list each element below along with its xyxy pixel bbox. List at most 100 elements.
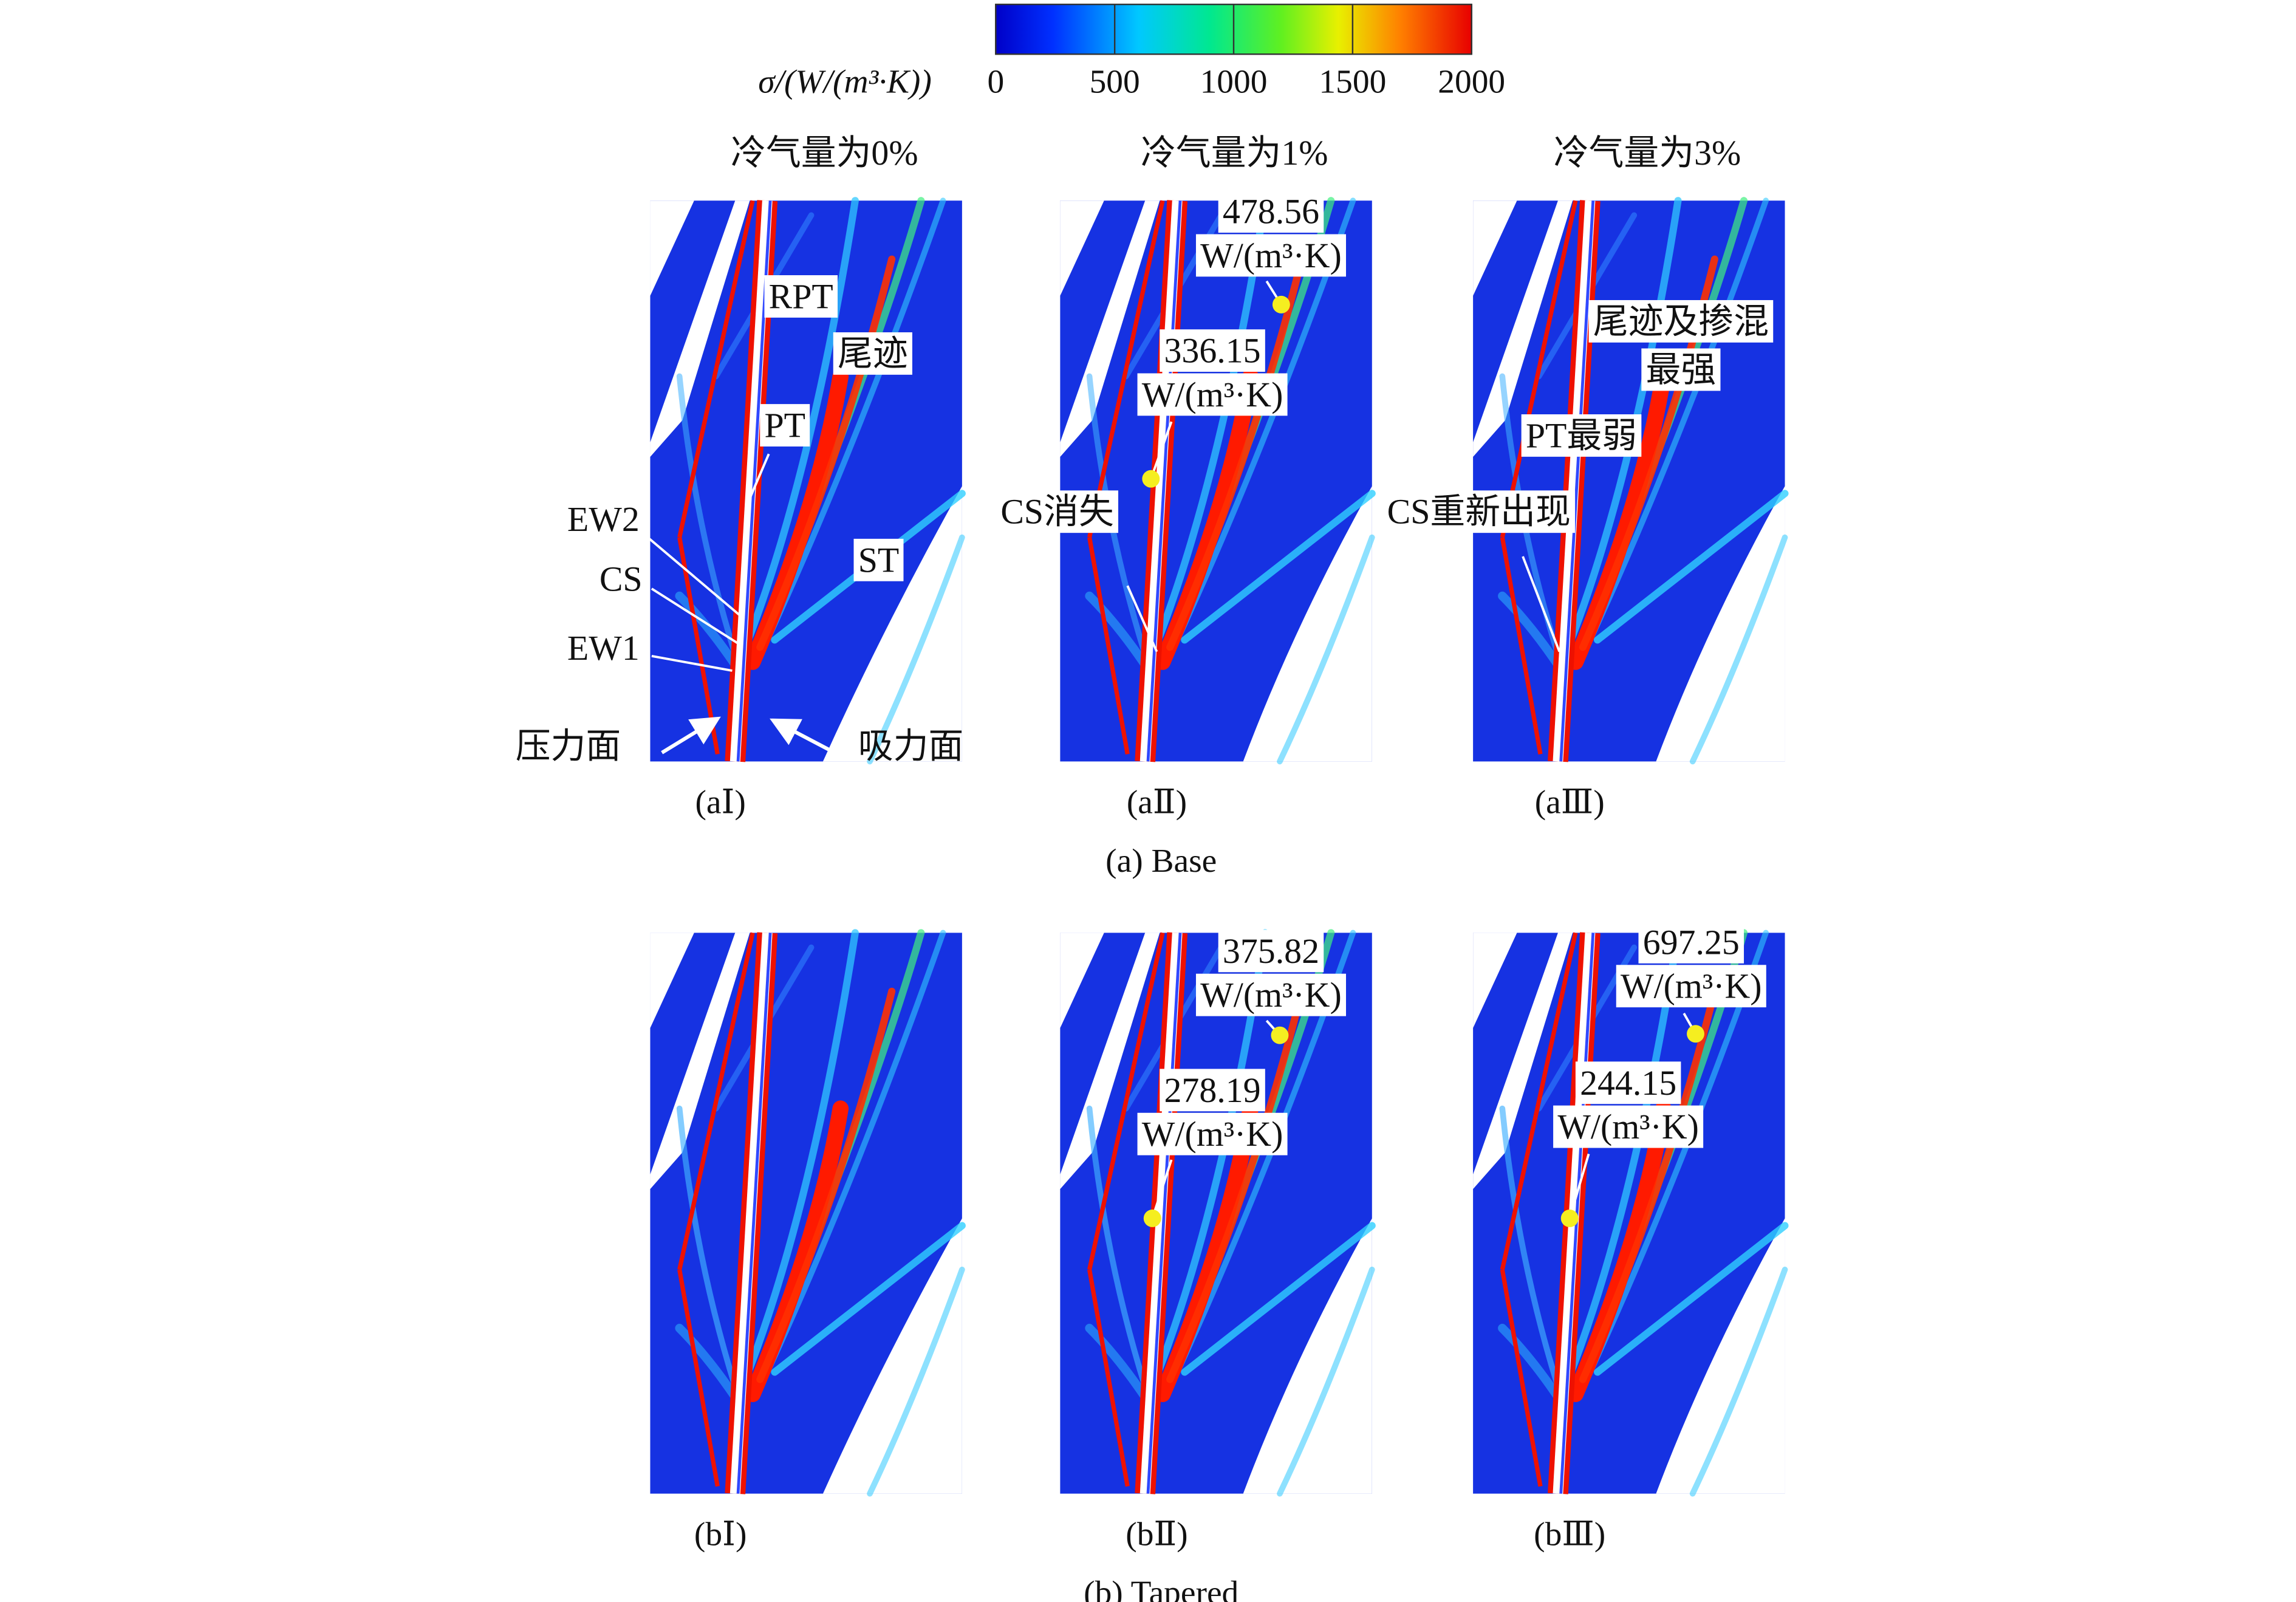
flow-feature xyxy=(756,255,896,651)
blank-region xyxy=(1243,1218,1372,1494)
flow-feature xyxy=(1689,1267,1788,1497)
annotation-box xyxy=(853,538,904,581)
contour-panel xyxy=(1060,197,1376,765)
blank-region xyxy=(1060,200,1160,457)
leader-line xyxy=(1151,1159,1173,1219)
annotation: EW1 xyxy=(567,628,640,668)
annotation: PT最弱 xyxy=(1526,416,1637,455)
flow-feature xyxy=(867,534,965,765)
blade xyxy=(729,200,773,762)
annotation: W/(m³·K) xyxy=(1142,1114,1283,1154)
flow-feature xyxy=(1181,490,1376,644)
annotation-box xyxy=(1160,329,1265,372)
annotation-box xyxy=(996,490,1119,533)
blade-core xyxy=(1146,200,1182,762)
annotation-box xyxy=(1382,490,1576,533)
blade-edge xyxy=(1087,932,1165,1270)
contour-panel xyxy=(1473,197,1789,765)
blank-region xyxy=(822,1218,962,1494)
blank-region xyxy=(1656,486,1785,762)
annotation-box xyxy=(764,275,838,318)
column-header: 冷气量为1% xyxy=(1141,133,1328,173)
annotation: CS xyxy=(600,560,643,599)
probe-point xyxy=(1142,470,1160,488)
blade xyxy=(1553,200,1596,762)
arrow xyxy=(661,716,721,755)
row-caption: (b) Tapered xyxy=(1084,1574,1239,1602)
blade xyxy=(1139,200,1183,762)
blank-region xyxy=(1060,933,1160,1190)
annotation-box xyxy=(1195,973,1346,1016)
annotation: W/(m³·K) xyxy=(1621,967,1762,1006)
panel-label: (aⅡ) xyxy=(1127,783,1187,820)
probe-point xyxy=(1560,1210,1579,1227)
annotation-box xyxy=(1521,414,1642,457)
blank-region xyxy=(1473,933,1517,1029)
blank-region xyxy=(650,933,750,1190)
annotation: 最强 xyxy=(1646,350,1717,389)
blade-edge xyxy=(1500,1269,1543,1487)
colorbar-tick-label: 500 xyxy=(1090,63,1140,100)
blank-region xyxy=(1473,200,1573,457)
probe-point xyxy=(1271,1026,1289,1044)
blade-edge xyxy=(1087,200,1165,538)
panel-label: (aⅠ) xyxy=(695,783,745,820)
leader-line xyxy=(651,654,733,672)
annotation: 697.25 xyxy=(1643,922,1740,962)
column-header: 冷气量为3% xyxy=(1554,133,1741,173)
annotation: W/(m³·K) xyxy=(1557,1107,1699,1146)
blade-edge xyxy=(1500,932,1578,1270)
probe-point xyxy=(1687,1025,1704,1043)
flow-feature xyxy=(771,1222,966,1376)
blade-edge xyxy=(1087,1269,1130,1487)
colorbar-title: σ/(W/(m³·K)) xyxy=(758,63,932,100)
flow-feature xyxy=(676,373,739,658)
annotation: 375.82 xyxy=(1223,931,1319,971)
leader-line xyxy=(651,587,740,646)
annotation-box xyxy=(1588,300,1774,343)
panel-label: (bⅡ) xyxy=(1126,1516,1187,1553)
flow-feature xyxy=(764,197,946,643)
annotation: PT xyxy=(764,406,805,445)
annotation: CS消失 xyxy=(1000,492,1113,532)
blade-core xyxy=(1559,933,1595,1494)
contour-panel xyxy=(650,929,966,1497)
blade-edge xyxy=(1087,536,1130,755)
flow-feature xyxy=(1587,197,1769,643)
contour-panel xyxy=(1473,929,1789,1497)
blank-region xyxy=(1473,933,1573,1190)
colorbar-tick-label: 1500 xyxy=(1319,63,1386,100)
annotation-box xyxy=(1137,373,1288,416)
flow-feature xyxy=(742,929,859,1383)
annotation-box xyxy=(1641,348,1721,391)
annotation-box xyxy=(1218,929,1324,973)
blade xyxy=(1139,932,1183,1494)
arrow xyxy=(770,718,836,755)
leader-line xyxy=(745,453,770,506)
panel-label: (bⅢ) xyxy=(1534,1516,1605,1553)
leader-line xyxy=(1522,556,1561,652)
annotation: ST xyxy=(858,540,900,580)
flow-feature xyxy=(1277,534,1375,765)
flow-feature xyxy=(1152,197,1269,651)
contour-panel xyxy=(1060,929,1376,1497)
annotation: RPT xyxy=(769,276,833,316)
flow-feature xyxy=(764,929,946,1375)
flow-feature xyxy=(1579,987,1718,1383)
flow-feature xyxy=(1499,1105,1561,1390)
probe-point xyxy=(1143,1210,1161,1227)
blank-region xyxy=(1243,486,1372,762)
colorbar-tick-label: 2000 xyxy=(1438,63,1505,100)
blade-core xyxy=(1559,200,1595,762)
colorbar-tick-label: 1000 xyxy=(1200,63,1268,100)
leader-line xyxy=(643,533,740,616)
panel-label: (bⅠ) xyxy=(694,1516,747,1553)
annotation-box xyxy=(1218,190,1324,233)
colorbar-tick-label: 0 xyxy=(987,63,1004,100)
annotation-box xyxy=(1638,921,1744,964)
flow-feature xyxy=(756,987,896,1383)
blank-region xyxy=(650,200,750,457)
blank-region xyxy=(650,200,694,296)
annotation: 尾迹及掺混 xyxy=(1593,301,1769,341)
